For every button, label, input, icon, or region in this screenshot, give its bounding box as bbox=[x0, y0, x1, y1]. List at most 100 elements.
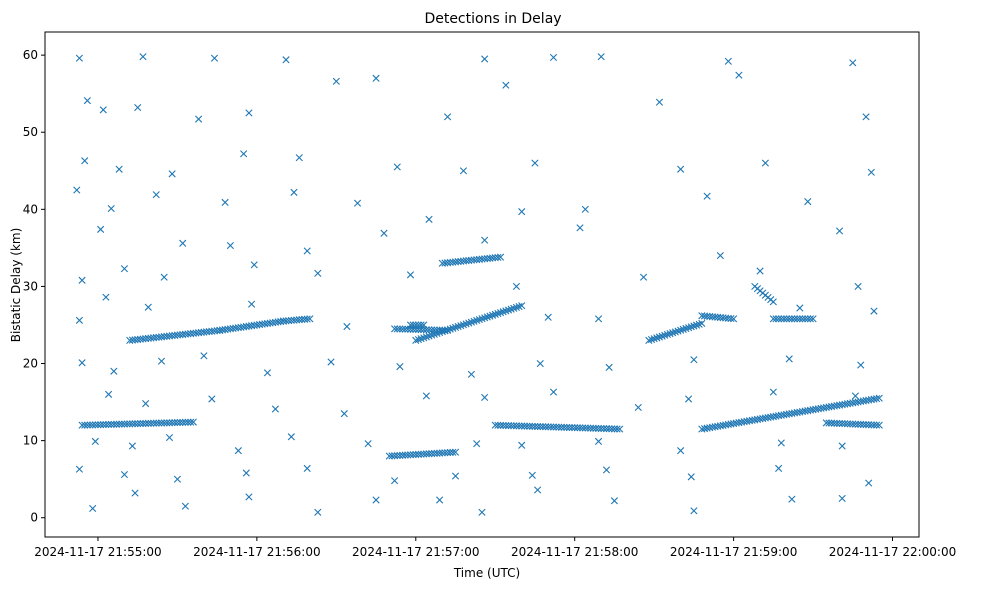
track-point bbox=[449, 448, 457, 456]
plot-frame bbox=[44, 31, 920, 538]
scatter-point bbox=[531, 159, 539, 167]
scatter-point bbox=[380, 229, 388, 237]
track-point bbox=[870, 421, 878, 429]
track-point bbox=[504, 422, 513, 430]
track-point bbox=[862, 421, 870, 429]
scatter-point bbox=[364, 440, 372, 448]
track-point bbox=[112, 420, 121, 428]
track-point bbox=[123, 420, 131, 428]
scatter-point bbox=[481, 236, 489, 244]
scatter-point bbox=[160, 273, 168, 281]
track-point bbox=[788, 315, 796, 323]
track-point bbox=[873, 421, 881, 429]
track-point bbox=[306, 315, 314, 323]
track-point bbox=[303, 315, 311, 323]
track-point bbox=[809, 315, 817, 323]
track-point bbox=[94, 421, 102, 429]
track-point bbox=[515, 422, 523, 430]
scatter-point bbox=[173, 475, 182, 483]
y-tick-label: 50 bbox=[23, 125, 38, 139]
track-point bbox=[401, 325, 409, 333]
track-point bbox=[134, 420, 142, 428]
track-point bbox=[528, 422, 536, 430]
scatter-point bbox=[436, 496, 444, 504]
track-point bbox=[843, 420, 852, 428]
scatter-point bbox=[594, 315, 603, 323]
scatter-point bbox=[226, 241, 234, 250]
track-point bbox=[616, 425, 624, 433]
scatter-point bbox=[735, 71, 743, 79]
scatter-point bbox=[83, 97, 91, 105]
scatter-point bbox=[102, 293, 110, 301]
track-point bbox=[97, 421, 105, 429]
scatter-point bbox=[610, 497, 619, 505]
scatter-point bbox=[576, 224, 584, 232]
scatter-point bbox=[849, 59, 857, 67]
scatter-point bbox=[443, 113, 452, 121]
scatter-point bbox=[804, 198, 812, 206]
track-point bbox=[168, 419, 176, 427]
track-point bbox=[102, 420, 110, 429]
scatter-point bbox=[391, 477, 399, 485]
scatter-point bbox=[75, 54, 84, 62]
y-tick-label: 10 bbox=[23, 434, 38, 448]
scatter-point bbox=[131, 489, 139, 497]
track-point bbox=[142, 419, 150, 428]
track-point bbox=[184, 418, 192, 426]
track-point bbox=[534, 422, 542, 431]
scatter-point bbox=[512, 282, 521, 291]
track-point bbox=[589, 424, 597, 432]
track-point bbox=[592, 424, 600, 432]
track-point bbox=[404, 325, 412, 333]
track-point bbox=[139, 419, 147, 428]
scatter-point bbox=[75, 316, 84, 324]
track-point bbox=[494, 421, 502, 429]
track-point bbox=[160, 419, 168, 427]
x-tick-label: 2024-11-17 21:58:00 bbox=[511, 545, 638, 559]
track-point bbox=[544, 423, 552, 431]
track-point bbox=[518, 302, 526, 310]
x-axis-label: Time (UTC) bbox=[453, 566, 520, 580]
scatter-point bbox=[282, 56, 290, 64]
track-point bbox=[857, 420, 865, 428]
track-point bbox=[494, 253, 502, 261]
track-point bbox=[393, 325, 401, 333]
track-point bbox=[83, 421, 91, 429]
track-point bbox=[594, 424, 603, 432]
scatter-point bbox=[290, 188, 298, 196]
track-point bbox=[126, 420, 134, 428]
track-point bbox=[165, 419, 174, 427]
track-point bbox=[571, 424, 579, 432]
track-point bbox=[541, 423, 550, 431]
track-point bbox=[573, 424, 581, 432]
scatter-point bbox=[287, 433, 295, 441]
track-point bbox=[835, 419, 844, 428]
scatter-point bbox=[406, 271, 415, 279]
track-point bbox=[568, 423, 576, 432]
track-point bbox=[801, 315, 809, 323]
track-point bbox=[491, 421, 499, 429]
track-point bbox=[176, 418, 184, 427]
scatter-point bbox=[97, 225, 105, 233]
scatter-point bbox=[144, 303, 152, 311]
x-tick-label: 2024-11-17 22:00:00 bbox=[829, 545, 956, 559]
track-point bbox=[565, 423, 573, 432]
scatter-point bbox=[865, 479, 873, 487]
track-point bbox=[391, 325, 399, 333]
track-point bbox=[875, 394, 883, 402]
track-point bbox=[563, 423, 571, 432]
scatter-point bbox=[549, 388, 558, 396]
track-point bbox=[608, 425, 616, 433]
track-point bbox=[179, 418, 187, 427]
track-point bbox=[173, 418, 182, 427]
track-point bbox=[730, 315, 738, 323]
scatter-point bbox=[120, 470, 129, 479]
track-point bbox=[833, 419, 841, 427]
scatter-point bbox=[677, 447, 685, 455]
scatter-point bbox=[724, 57, 732, 65]
y-axis-label: Bistatic Delay (km) bbox=[9, 228, 23, 343]
track-point bbox=[131, 420, 139, 428]
track-point bbox=[586, 424, 595, 432]
scatter-point bbox=[179, 239, 187, 247]
track-point bbox=[867, 421, 875, 429]
